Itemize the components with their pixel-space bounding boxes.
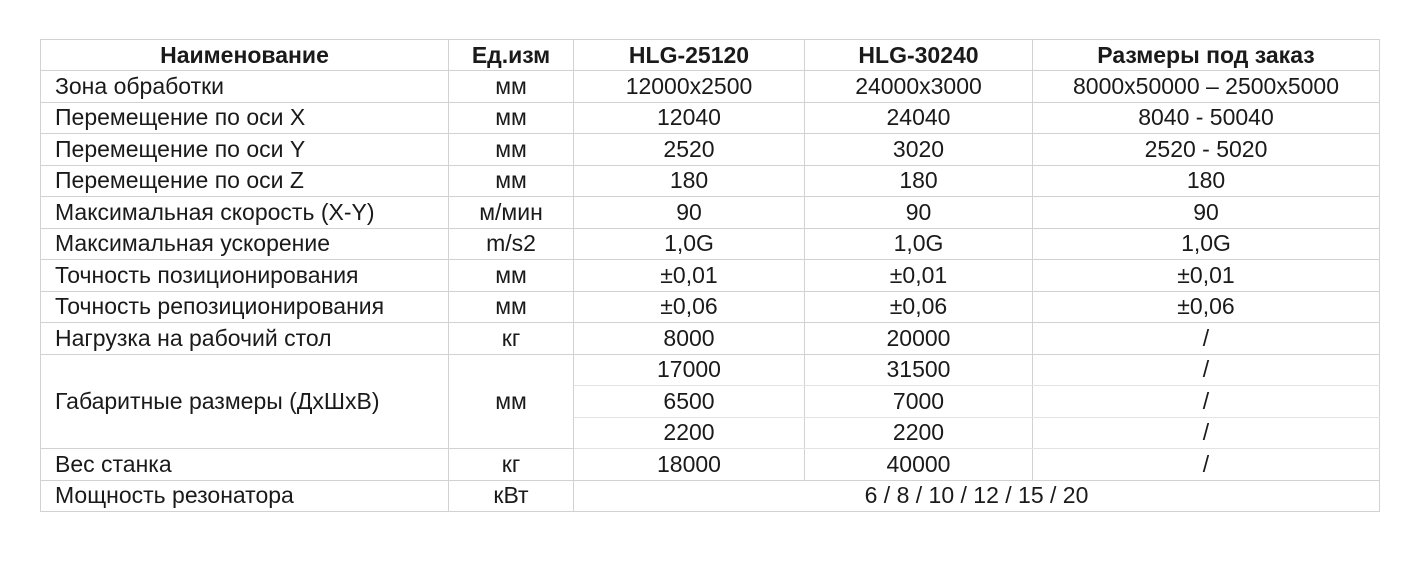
row-value-1: 8000: [573, 322, 805, 355]
header-model-3: Размеры под заказ: [1032, 39, 1380, 71]
row-unit: мм: [448, 133, 574, 166]
row-value-1: 90: [573, 196, 805, 229]
table-row: Вес станка кг 18000 40000 /: [40, 448, 1380, 481]
row-label: Перемещение по оси Z: [40, 164, 449, 197]
row-value-3: 2520 - 5020: [1032, 133, 1380, 166]
dimensions-length-3: /: [1032, 353, 1380, 386]
weight-label: Вес станка: [40, 448, 449, 481]
row-value-2: 24040: [804, 101, 1033, 134]
dimensions-height-3: /: [1032, 416, 1380, 449]
row-value-1: 12040: [573, 101, 805, 134]
row-label: Перемещение по оси X: [40, 101, 449, 134]
row-value-2: 24000x3000: [804, 70, 1033, 103]
row-value-2: 180: [804, 164, 1033, 197]
row-unit: мм: [448, 290, 574, 323]
row-value-1: 2520: [573, 133, 805, 166]
row-unit: мм: [448, 259, 574, 292]
table-row: Зона обработки мм 12000x2500 24000x3000 …: [40, 70, 1380, 103]
row-value-2: ±0,01: [804, 259, 1033, 292]
row-value-1: 180: [573, 164, 805, 197]
dimensions-height-2: 2200: [804, 416, 1033, 449]
row-value-3: /: [1032, 322, 1380, 355]
row-value-3: ±0,01: [1032, 259, 1380, 292]
power-label: Мощность резонатора: [40, 479, 449, 512]
row-unit: мм: [448, 164, 574, 197]
row-value-3: 90: [1032, 196, 1380, 229]
dimensions-row: Габаритные размеры (ДхШхВ) мм 17000 3150…: [40, 353, 1380, 449]
row-label: Максимальная скорость (X-Y): [40, 196, 449, 229]
weight-value-1: 18000: [573, 448, 805, 481]
row-unit: м/мин: [448, 196, 574, 229]
header-name: Наименование: [40, 39, 449, 71]
row-value-3: ±0,06: [1032, 290, 1380, 323]
row-value-2: 20000: [804, 322, 1033, 355]
dimensions-label: Габаритные размеры (ДхШхВ): [40, 353, 449, 449]
row-label: Точность репозиционирования: [40, 290, 449, 323]
table-row: Перемещение по оси Z мм 180 180 180: [40, 164, 1380, 197]
weight-value-3: /: [1032, 448, 1380, 481]
header-row: Наименование Ед.изм HLG-25120 HLG-30240 …: [40, 39, 1380, 71]
row-unit: m/s2: [448, 227, 574, 260]
row-value-3: 8000x50000 – 2500x5000: [1032, 70, 1380, 103]
row-unit: мм: [448, 101, 574, 134]
dimensions-width-1: 6500: [573, 385, 805, 418]
row-label: Максимальная ускорение: [40, 227, 449, 260]
power-unit: кВт: [448, 479, 574, 512]
power-value: 6 / 8 / 10 / 12 / 15 / 20: [573, 479, 1380, 512]
dimensions-height-1: 2200: [573, 416, 805, 449]
row-value-1: 1,0G: [573, 227, 805, 260]
row-unit: мм: [448, 70, 574, 103]
dimensions-length-1: 17000: [573, 353, 805, 386]
dimensions-length-2: 31500: [804, 353, 1033, 386]
header-model-2: HLG-30240: [804, 39, 1033, 71]
table-row: Перемещение по оси Y мм 2520 3020 2520 -…: [40, 133, 1380, 166]
table-row: Нагрузка на рабочий стол кг 8000 20000 /: [40, 322, 1380, 355]
header-model-1: HLG-25120: [573, 39, 805, 71]
row-value-3: 1,0G: [1032, 227, 1380, 260]
row-value-2: ±0,06: [804, 290, 1033, 323]
dimensions-width-3: /: [1032, 385, 1380, 418]
row-value-3: 8040 - 50040: [1032, 101, 1380, 134]
row-label: Перемещение по оси Y: [40, 133, 449, 166]
row-value-1: ±0,06: [573, 290, 805, 323]
dimensions-row: 6500 7000 /: [41, 385, 1380, 418]
row-value-3: 180: [1032, 164, 1380, 197]
table-row: Перемещение по оси X мм 12040 24040 8040…: [40, 101, 1380, 134]
row-unit: кг: [448, 322, 574, 355]
row-value-2: 1,0G: [804, 227, 1033, 260]
row-label: Точность позиционирования: [40, 259, 449, 292]
table-row: Точность репозиционирования мм ±0,06 ±0,…: [40, 290, 1380, 323]
dimensions-width-2: 7000: [804, 385, 1033, 418]
table-row: Максимальная скорость (X-Y) м/мин 90 90 …: [40, 196, 1380, 229]
header-unit: Ед.изм: [448, 39, 574, 71]
row-value-2: 3020: [804, 133, 1033, 166]
table-row: Точность позиционирования мм ±0,01 ±0,01…: [40, 259, 1380, 292]
row-value-1: 12000x2500: [573, 70, 805, 103]
row-label: Зона обработки: [40, 70, 449, 103]
row-value-2: 90: [804, 196, 1033, 229]
dimensions-unit: мм: [448, 353, 574, 449]
table-row: Максимальная ускорение m/s2 1,0G 1,0G 1,…: [40, 227, 1380, 260]
row-label: Нагрузка на рабочий стол: [40, 322, 449, 355]
weight-unit: кг: [448, 448, 574, 481]
table-row: Мощность резонатора кВт 6 / 8 / 10 / 12 …: [40, 479, 1380, 512]
spec-table: Наименование Ед.изм HLG-25120 HLG-30240 …: [40, 39, 1380, 512]
weight-value-2: 40000: [804, 448, 1033, 481]
row-value-1: ±0,01: [573, 259, 805, 292]
